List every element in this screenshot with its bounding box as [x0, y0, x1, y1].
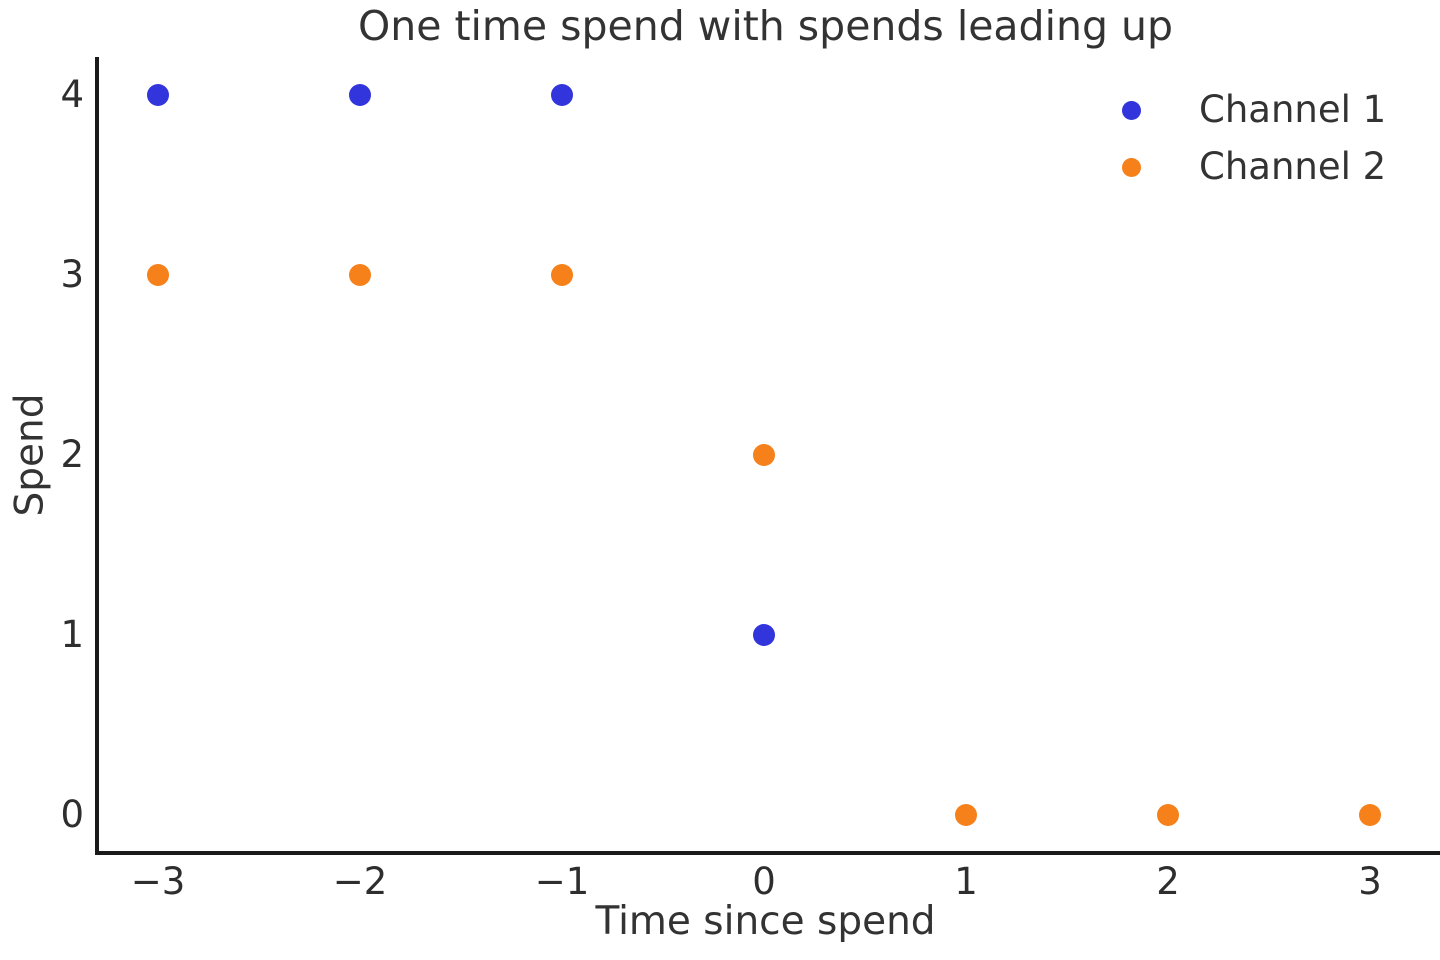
- scatter-point: [147, 84, 169, 106]
- chart-title: One time spend with spends leading up: [357, 2, 1174, 50]
- x-tick-label: −1: [534, 860, 590, 903]
- scatter-point: [753, 444, 775, 466]
- x-tick-label: −3: [130, 860, 186, 903]
- x-tick-label: −2: [332, 860, 388, 903]
- x-tick-label: 1: [954, 860, 978, 903]
- scatter-point: [551, 264, 573, 286]
- scatter-point: [955, 804, 977, 826]
- y-tick-label: 1: [60, 613, 84, 656]
- scatter-point: [753, 624, 775, 646]
- scatter-point: [349, 264, 371, 286]
- scatter-point: [1359, 804, 1381, 826]
- legend-marker-icon: [1122, 157, 1141, 177]
- y-tick-label: 4: [60, 73, 84, 116]
- legend-item: Channel 1: [1122, 88, 1386, 132]
- x-tick-label: 0: [752, 860, 776, 903]
- scatter-point: [349, 84, 371, 106]
- legend-label: Channel 1: [1199, 88, 1387, 131]
- y-tick-label: 2: [60, 433, 84, 476]
- legend-marker-icon: [1122, 100, 1141, 120]
- scatter-point: [551, 84, 573, 106]
- scatter-point: [147, 264, 169, 286]
- x-tick-label: 3: [1358, 860, 1382, 903]
- y-tick-label: 3: [60, 253, 84, 296]
- plot-area: [95, 57, 1440, 855]
- x-axis-label: Time since spend: [595, 899, 936, 944]
- x-tick-label: 2: [1156, 860, 1180, 903]
- y-tick-label: 0: [60, 793, 84, 836]
- legend-label: Channel 2: [1199, 145, 1387, 188]
- legend-item: Channel 2: [1122, 145, 1386, 189]
- scatter-point: [1157, 804, 1179, 826]
